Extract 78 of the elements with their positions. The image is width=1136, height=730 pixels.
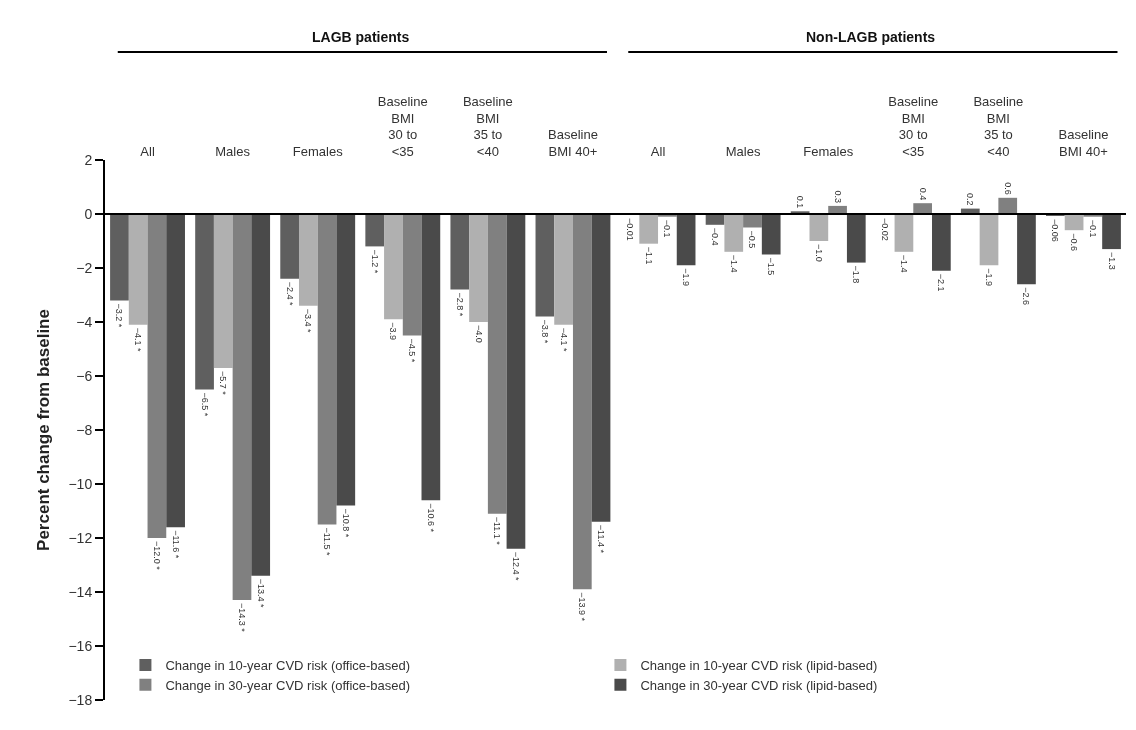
data-label: −0.6: [1069, 233, 1080, 251]
data-label: −12.0 *: [151, 541, 162, 571]
x-tick-label: All: [650, 144, 666, 160]
x-tick-label: Baseline BMI 40+: [1058, 127, 1109, 160]
x-tick-label: All: [140, 144, 155, 160]
data-label: −1.5: [766, 257, 777, 276]
y-tick-label: −16: [68, 637, 93, 654]
data-label: 0.6: [1002, 182, 1013, 195]
x-tick-label: Males: [215, 144, 251, 160]
data-label: −11.6 *: [170, 530, 181, 559]
data-label: −3.2 *: [114, 303, 125, 328]
data-label: −0.5: [747, 230, 758, 249]
legend-label: Change in 10-year CVD risk (lipid-based): [640, 658, 878, 674]
data-label: −11.1 *: [492, 516, 503, 546]
x-tick-label: Males: [725, 144, 761, 160]
y-tick-label: −6: [76, 367, 93, 384]
x-tick-label: Females: [803, 144, 854, 160]
y-tick-label: 0: [84, 205, 93, 222]
data-label: −2.8 *: [454, 292, 465, 317]
data-label: −0.1: [662, 219, 673, 238]
data-label: −1.9: [681, 268, 692, 287]
data-label: 0.1: [795, 195, 806, 209]
data-label: −0.01: [624, 218, 635, 241]
y-tick-label: −14: [68, 583, 93, 600]
x-tick-label: Baseline BMI 35 to <40: [973, 93, 1024, 160]
data-label: −10.6 *: [425, 503, 436, 533]
data-label: −4.5 *: [407, 338, 418, 363]
text: LAGB patients: [312, 29, 410, 45]
data-label: −10.8 *: [340, 508, 351, 538]
data-label: −6.5 *: [199, 392, 210, 417]
legend-label: Change in 30-year CVD risk (office-based): [165, 677, 411, 693]
data-label: −0.02: [880, 218, 891, 241]
x-tick-label: Baseline BMI 40+: [548, 127, 598, 160]
y-axis-title: Percent change from baseline: [33, 309, 53, 551]
data-label: −2.1: [936, 273, 947, 292]
data-label: −3.8 *: [539, 319, 550, 344]
data-label: −4.1 *: [133, 327, 144, 352]
y-tick-label: −2: [76, 259, 93, 276]
data-label: −2.4 *: [284, 281, 295, 307]
data-label: 0.4: [917, 187, 928, 201]
data-label: −13.9 *: [577, 592, 588, 622]
y-tick-label: −10: [68, 475, 93, 492]
data-label: −1.1: [643, 246, 654, 265]
y-tick-label: −8: [76, 421, 93, 438]
data-label: −3.9: [388, 322, 399, 341]
data-label: −0.1: [1087, 219, 1098, 238]
data-label: −4.0: [473, 325, 484, 343]
data-label: −1.3: [1106, 252, 1117, 270]
data-label: 0.2: [965, 193, 976, 206]
data-label: −13.4 *: [255, 578, 266, 609]
y-tick-label: 2: [84, 151, 93, 168]
text: Non-LAGB patients: [806, 29, 936, 45]
y-tick-label: −4: [76, 313, 93, 330]
y-tick-label: −12: [68, 529, 93, 546]
y-tick-label: −18: [68, 691, 93, 708]
data-label: −11.5 *: [322, 527, 333, 557]
data-label: −4.1 *: [558, 327, 569, 352]
data-label: −0.06: [1050, 219, 1061, 242]
data-label: −12.4 *: [510, 551, 521, 582]
data-label: −2.6: [1021, 287, 1032, 305]
x-tick-label: Baseline BMI 30 to <35: [888, 93, 939, 160]
x-tick-label: Baseline BMI 35 to <40: [462, 93, 513, 160]
legend-label: Change in 30-year CVD risk (lipid-based): [640, 677, 878, 693]
data-label: 0.3: [832, 190, 843, 203]
data-label: −1.4: [898, 254, 909, 273]
data-label: −11.4 *: [596, 524, 607, 554]
data-label: −1.0: [813, 244, 824, 262]
data-label: −1.8: [851, 265, 862, 284]
legend-label: Change in 10-year CVD risk (office-based): [165, 658, 411, 674]
data-label: −1.2 *: [369, 249, 380, 274]
data-label: −0.4: [710, 227, 721, 246]
data-label: −3.4 *: [303, 308, 314, 334]
x-tick-label: Females: [292, 144, 344, 160]
x-tick-label: Baseline BMI 30 to <35: [377, 93, 428, 160]
data-label: −5.7 *: [218, 370, 229, 396]
data-label: −1.9: [984, 268, 995, 287]
data-label: −1.4: [728, 254, 739, 273]
data-label: −14.3 *: [236, 603, 247, 633]
